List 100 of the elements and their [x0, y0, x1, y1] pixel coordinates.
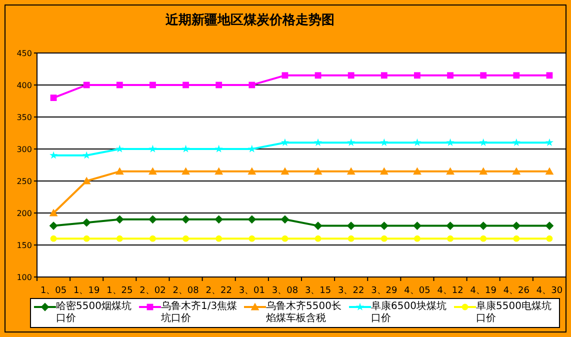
point [182, 82, 189, 88]
point [479, 138, 488, 146]
x-tick-label: 3、22 [338, 286, 364, 296]
point [182, 144, 190, 152]
point [380, 72, 388, 79]
point [447, 72, 454, 79]
point [447, 235, 454, 242]
point [414, 72, 420, 79]
point [346, 222, 356, 230]
point [413, 222, 422, 230]
point [513, 72, 520, 79]
point [512, 138, 520, 146]
y-tick-label: 200 [16, 209, 32, 218]
point [380, 167, 388, 175]
x-tick-label: 1、25 [106, 286, 133, 296]
legend-label: 乌鲁木齐5500长焰煤车板含税 [266, 301, 342, 325]
point [282, 72, 288, 79]
x-tick-label: 3、15 [304, 286, 332, 296]
point [512, 222, 521, 230]
point [83, 82, 90, 88]
point [115, 215, 124, 224]
point [414, 235, 420, 242]
point [49, 222, 58, 230]
legend-label: 乌鲁木齐1/3焦煤坑口价 [161, 301, 238, 325]
point [346, 167, 356, 175]
point [83, 235, 90, 242]
point [216, 82, 222, 88]
point [280, 138, 289, 146]
point [348, 72, 354, 79]
point [380, 138, 388, 146]
point [115, 167, 124, 175]
point [348, 235, 354, 242]
point [248, 82, 256, 88]
point [148, 144, 157, 152]
x-tick-label: 4、19 [470, 286, 497, 296]
y-tick-label: 250 [16, 177, 32, 186]
point [248, 167, 256, 175]
point [280, 167, 290, 175]
point [545, 222, 554, 230]
point [314, 235, 322, 242]
point [248, 215, 256, 224]
y-tick-label: 150 [16, 241, 32, 250]
point [512, 167, 521, 175]
point [480, 235, 487, 242]
legend-label: 阜康5500电煤坑口价 [476, 301, 552, 325]
point [446, 167, 454, 175]
point [546, 235, 553, 242]
y-tick-label: 300 [16, 145, 32, 154]
point [413, 138, 422, 146]
point [545, 167, 554, 175]
point [148, 215, 157, 224]
point [314, 72, 322, 79]
x-tick-label: 4、30 [536, 286, 563, 296]
point [248, 235, 256, 242]
point [380, 235, 388, 242]
point [446, 138, 454, 146]
point [545, 138, 554, 146]
chart-title: 近期新疆地区煤炭价格走势图 [164, 12, 334, 28]
point [314, 222, 322, 230]
x-tick-label: 4、26 [503, 286, 530, 296]
point [214, 215, 224, 224]
x-tick-label: 1、19 [74, 286, 100, 296]
point [216, 235, 222, 242]
point [50, 235, 57, 242]
point [49, 208, 58, 216]
point [347, 138, 356, 146]
legend-label: 阜康6500块煤坑口价 [371, 301, 448, 325]
point [479, 167, 488, 175]
y-tick-label: 100 [16, 273, 32, 282]
point [182, 167, 190, 175]
point [513, 235, 520, 242]
point [479, 222, 488, 230]
point [314, 138, 322, 146]
point [214, 167, 224, 175]
x-tick-label: 1、05 [40, 286, 67, 296]
point [380, 222, 388, 230]
point [413, 167, 422, 175]
x-tick-label: 4、12 [437, 286, 464, 296]
point [182, 235, 189, 242]
point [314, 167, 322, 175]
x-tick-label: 3、01 [238, 286, 265, 296]
point [150, 235, 156, 242]
point [182, 215, 190, 224]
x-tick-label: 2、08 [172, 286, 200, 296]
point [116, 235, 123, 242]
point [446, 222, 454, 230]
point [546, 72, 553, 79]
point [82, 218, 91, 227]
y-tick-label: 400 [16, 81, 32, 90]
y-tick-label: 350 [16, 113, 32, 122]
legend-label: 哈密5500烟煤坑口价 [56, 301, 132, 325]
point [82, 176, 91, 184]
point [282, 235, 288, 242]
point [116, 82, 123, 88]
point [280, 215, 290, 224]
x-tick-label: 2、22 [206, 286, 232, 296]
x-tick-label: 3、08 [272, 286, 298, 296]
point [150, 82, 156, 88]
x-tick-label: 2、02 [140, 286, 166, 296]
point [148, 167, 157, 175]
